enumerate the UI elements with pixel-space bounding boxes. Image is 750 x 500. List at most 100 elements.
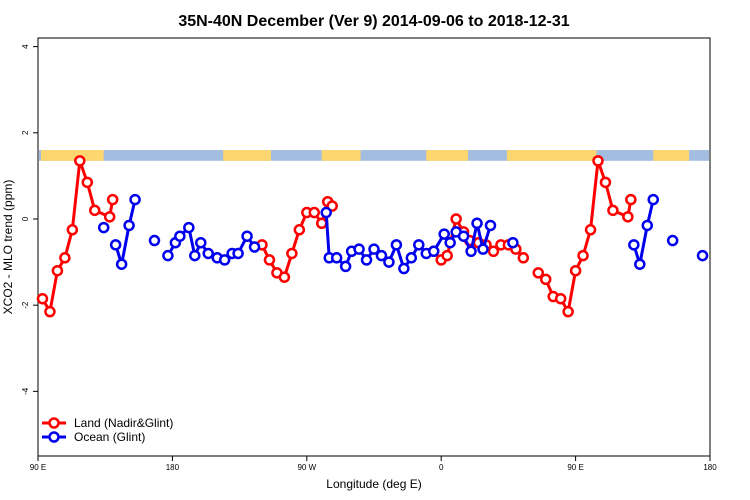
data-point-ocean	[218, 254, 231, 266]
data-point-land	[599, 176, 612, 189]
chart-title: 35N-40N December (Ver 9) 2014-09-06 to 2…	[178, 13, 569, 30]
x-axis: 90 E 180 90 W 0 90 E 180	[30, 456, 717, 472]
data-point-land	[487, 245, 500, 258]
data-point-land	[106, 193, 119, 206]
data-point-ocean	[202, 247, 214, 260]
data-point-ocean	[427, 245, 440, 258]
data-point-land	[88, 204, 101, 217]
data-point-ocean	[471, 217, 483, 230]
data-point-ocean	[368, 243, 380, 255]
data-point-land	[286, 247, 298, 260]
data-point-ocean	[248, 241, 261, 253]
data-point-ocean	[115, 258, 128, 270]
data-point-ocean	[109, 239, 122, 251]
legend-land-marker	[48, 417, 60, 429]
x-tick-label: 90 E	[30, 463, 46, 472]
data-point-ocean	[634, 258, 646, 270]
data-point-land	[539, 273, 552, 286]
y-tick-label: 0	[21, 216, 30, 221]
strip-land-segment	[506, 150, 597, 161]
data-point-ocean	[696, 249, 709, 262]
x-tick-label: 180	[703, 463, 717, 472]
data-point-ocean	[360, 254, 373, 266]
data-point-land	[263, 254, 276, 266]
data-point-ocean	[339, 260, 352, 273]
data-point-ocean	[647, 193, 660, 206]
data-point-ocean	[413, 239, 425, 251]
strip-land-segment	[653, 150, 690, 161]
data-point-land	[562, 305, 574, 318]
x-tick-label: 180	[166, 463, 180, 472]
data-point-ocean	[195, 236, 207, 249]
data-point-ocean	[148, 234, 161, 247]
strip-land-segment	[426, 150, 469, 161]
data-point-ocean	[438, 228, 450, 240]
data-point-ocean	[444, 236, 456, 249]
data-point-land	[577, 249, 589, 262]
data-point-land	[592, 155, 604, 167]
strip-land-segment	[223, 150, 271, 161]
data-point-ocean	[97, 221, 110, 234]
data-point-land	[315, 217, 328, 230]
data-point-ocean	[123, 219, 135, 232]
data-point-land	[554, 292, 567, 305]
data-point-ocean	[375, 249, 388, 262]
x-axis-label: Longitude (deg E)	[326, 477, 421, 491]
strip-land-segment	[321, 150, 361, 161]
data-point-ocean	[330, 252, 343, 264]
data-point-land	[622, 211, 634, 223]
data-point-ocean	[162, 249, 174, 262]
series-ocean	[97, 193, 709, 275]
data-point-land	[569, 264, 582, 277]
series-land	[36, 155, 637, 318]
data-point-ocean	[353, 243, 365, 255]
y-axis: -4 -2 0 2 4	[21, 44, 38, 395]
data-point-land	[74, 155, 86, 167]
data-point-land	[59, 252, 71, 264]
y-tick-label: -4	[21, 387, 30, 395]
data-point-ocean	[398, 262, 410, 275]
data-point-land	[532, 267, 545, 279]
legend-ocean-label: Ocean (Glint)	[74, 430, 145, 444]
y-axis-label: XCO2 - MLO trend (ppm)	[1, 180, 15, 315]
y-tick-label: -2	[21, 301, 30, 309]
plot-frame	[37, 37, 711, 457]
series-line-ocean	[632, 199, 655, 266]
data-point-land	[36, 292, 49, 305]
series-line-land	[537, 159, 633, 314]
data-point-ocean	[484, 219, 497, 232]
data-point-ocean	[183, 221, 195, 234]
series-line-land	[41, 159, 115, 314]
data-point-ocean	[666, 234, 679, 247]
x-tick-label: 0	[439, 463, 444, 472]
data-point-land	[584, 224, 597, 236]
strip-land-segment	[40, 150, 104, 161]
data-point-land	[625, 193, 637, 206]
data-point-ocean	[641, 219, 654, 232]
data-point-ocean	[174, 230, 186, 242]
data-point-ocean	[232, 247, 244, 260]
data-point-land	[441, 249, 453, 262]
y-tick-label: 2	[21, 130, 30, 135]
data-point-land	[66, 224, 79, 236]
data-point-land	[103, 211, 116, 223]
data-point-land	[607, 204, 619, 217]
series-layer	[36, 155, 709, 318]
data-point-land	[44, 305, 56, 318]
data-point-ocean	[390, 239, 403, 251]
data-point-ocean	[477, 243, 489, 255]
data-point-ocean	[241, 230, 253, 242]
data-point-land	[278, 271, 291, 283]
data-point-ocean	[457, 230, 470, 242]
data-point-ocean	[383, 256, 395, 268]
data-point-land	[450, 213, 462, 225]
data-point-ocean	[628, 239, 640, 251]
data-point-ocean	[405, 252, 418, 264]
data-point-land	[51, 264, 64, 277]
data-point-ocean	[320, 206, 332, 219]
strip-ocean-band	[39, 150, 709, 161]
legend-land-label: Land (Nadir&Glint)	[74, 416, 173, 430]
data-point-ocean	[507, 236, 519, 249]
land-ocean-strip	[39, 150, 709, 161]
